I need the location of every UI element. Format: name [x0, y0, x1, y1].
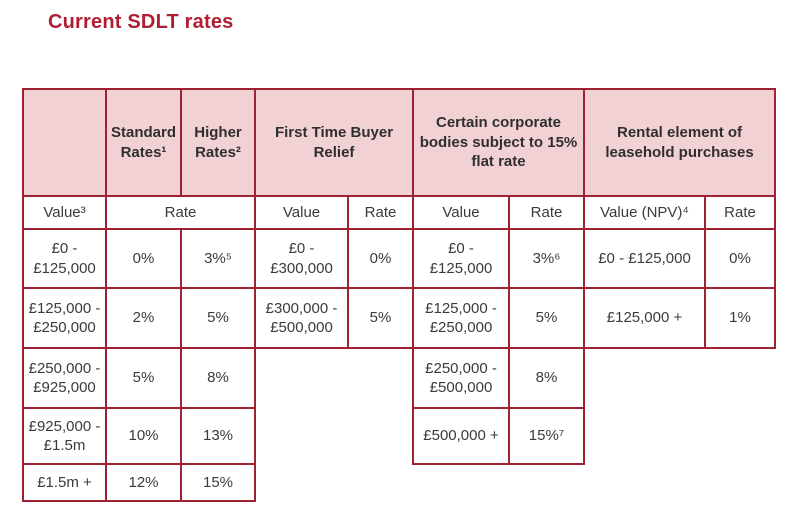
cell-value: £125,000 - £250,000 [22, 287, 107, 349]
cell-corp-rate: 3%⁶ [508, 228, 586, 289]
cell-higher-rate: 5% [180, 287, 257, 349]
empty-region [584, 348, 775, 408]
empty-region [584, 408, 775, 464]
sub-header-rental-rate: Rate [704, 195, 777, 230]
cell-ftb-rate: 0% [347, 228, 415, 289]
cell-higher-rate: 15% [180, 463, 257, 502]
cell-rental-value: £0 - £125,000 [583, 228, 707, 289]
sub-header-ftb-value: Value [254, 195, 350, 230]
sub-header-ftb-rate: Rate [347, 195, 415, 230]
table-row: £250,000 - £925,000 5% 8% £250,000 - £50… [22, 347, 775, 409]
empty-region [255, 408, 413, 464]
table-row: £925,000 - £1.5m 10% 13% £500,000 + 15%⁷ [22, 407, 775, 465]
column-header-standard-rates: Standard Rates¹ [104, 88, 183, 197]
empty-region [255, 464, 775, 501]
sub-header-corp-rate: Rate [508, 195, 586, 230]
cell-rental-rate: 0% [704, 228, 777, 289]
column-header-first-time-buyer-relief: First Time Buyer Relief [254, 88, 415, 197]
cell-standard-rate: 12% [104, 463, 183, 502]
cell-standard-rate: 0% [104, 228, 183, 289]
cell-corp-value: £0 - £125,000 [412, 228, 511, 289]
page-title: Current SDLT rates [48, 11, 234, 33]
cell-corp-rate: 8% [508, 347, 586, 409]
table-row: £1.5m + 12% 15% [22, 463, 775, 502]
sdlt-rates-table: Standard Rates¹ Higher Rates² First Time… [22, 88, 777, 502]
cell-value: £0 - £125,000 [22, 228, 107, 289]
cell-value: £1.5m + [22, 463, 107, 502]
cell-standard-rate: 2% [104, 287, 183, 349]
cell-ftb-value: £300,000 - £500,000 [254, 287, 350, 349]
sub-header-value: Value³ [22, 195, 107, 230]
corner-cell [22, 88, 107, 197]
cell-ftb-value: £0 - £300,000 [254, 228, 350, 289]
cell-higher-rate: 3%⁵ [180, 228, 257, 289]
cell-corp-value: £250,000 - £500,000 [412, 347, 511, 409]
cell-corp-value: £500,000 + [412, 407, 511, 465]
table-row: £125,000 - £250,000 2% 5% £300,000 - £50… [22, 287, 777, 349]
cell-rental-value: £125,000 + [583, 287, 707, 349]
sub-header-rate: Rate [104, 195, 257, 230]
cell-value: £925,000 - £1.5m [22, 407, 107, 465]
cell-corp-value: £125,000 - £250,000 [412, 287, 511, 349]
cell-higher-rate: 8% [180, 347, 257, 409]
cell-corp-rate: 5% [508, 287, 586, 349]
column-header-corporate-bodies: Certain corporate bodies subject to 15% … [412, 88, 586, 197]
column-header-higher-rates: Higher Rates² [180, 88, 257, 197]
cell-standard-rate: 5% [104, 347, 183, 409]
column-header-rental-leasehold: Rental element of leasehold purchases [583, 88, 777, 197]
cell-higher-rate: 13% [180, 407, 257, 465]
group-header-row: Standard Rates¹ Higher Rates² First Time… [22, 88, 777, 197]
sub-header-row: Value³ Rate Value Rate Value Rate Value … [22, 195, 777, 230]
table-row: £0 - £125,000 0% 3%⁵ £0 - £300,000 0% £0… [22, 228, 777, 289]
sub-header-rental-value-npv: Value (NPV)⁴ [583, 195, 707, 230]
empty-region [255, 348, 413, 408]
cell-value: £250,000 - £925,000 [22, 347, 107, 409]
cell-standard-rate: 10% [104, 407, 183, 465]
cell-rental-rate: 1% [704, 287, 777, 349]
sub-header-corp-value: Value [412, 195, 511, 230]
cell-ftb-rate: 5% [347, 287, 415, 349]
cell-corp-rate: 15%⁷ [508, 407, 586, 465]
